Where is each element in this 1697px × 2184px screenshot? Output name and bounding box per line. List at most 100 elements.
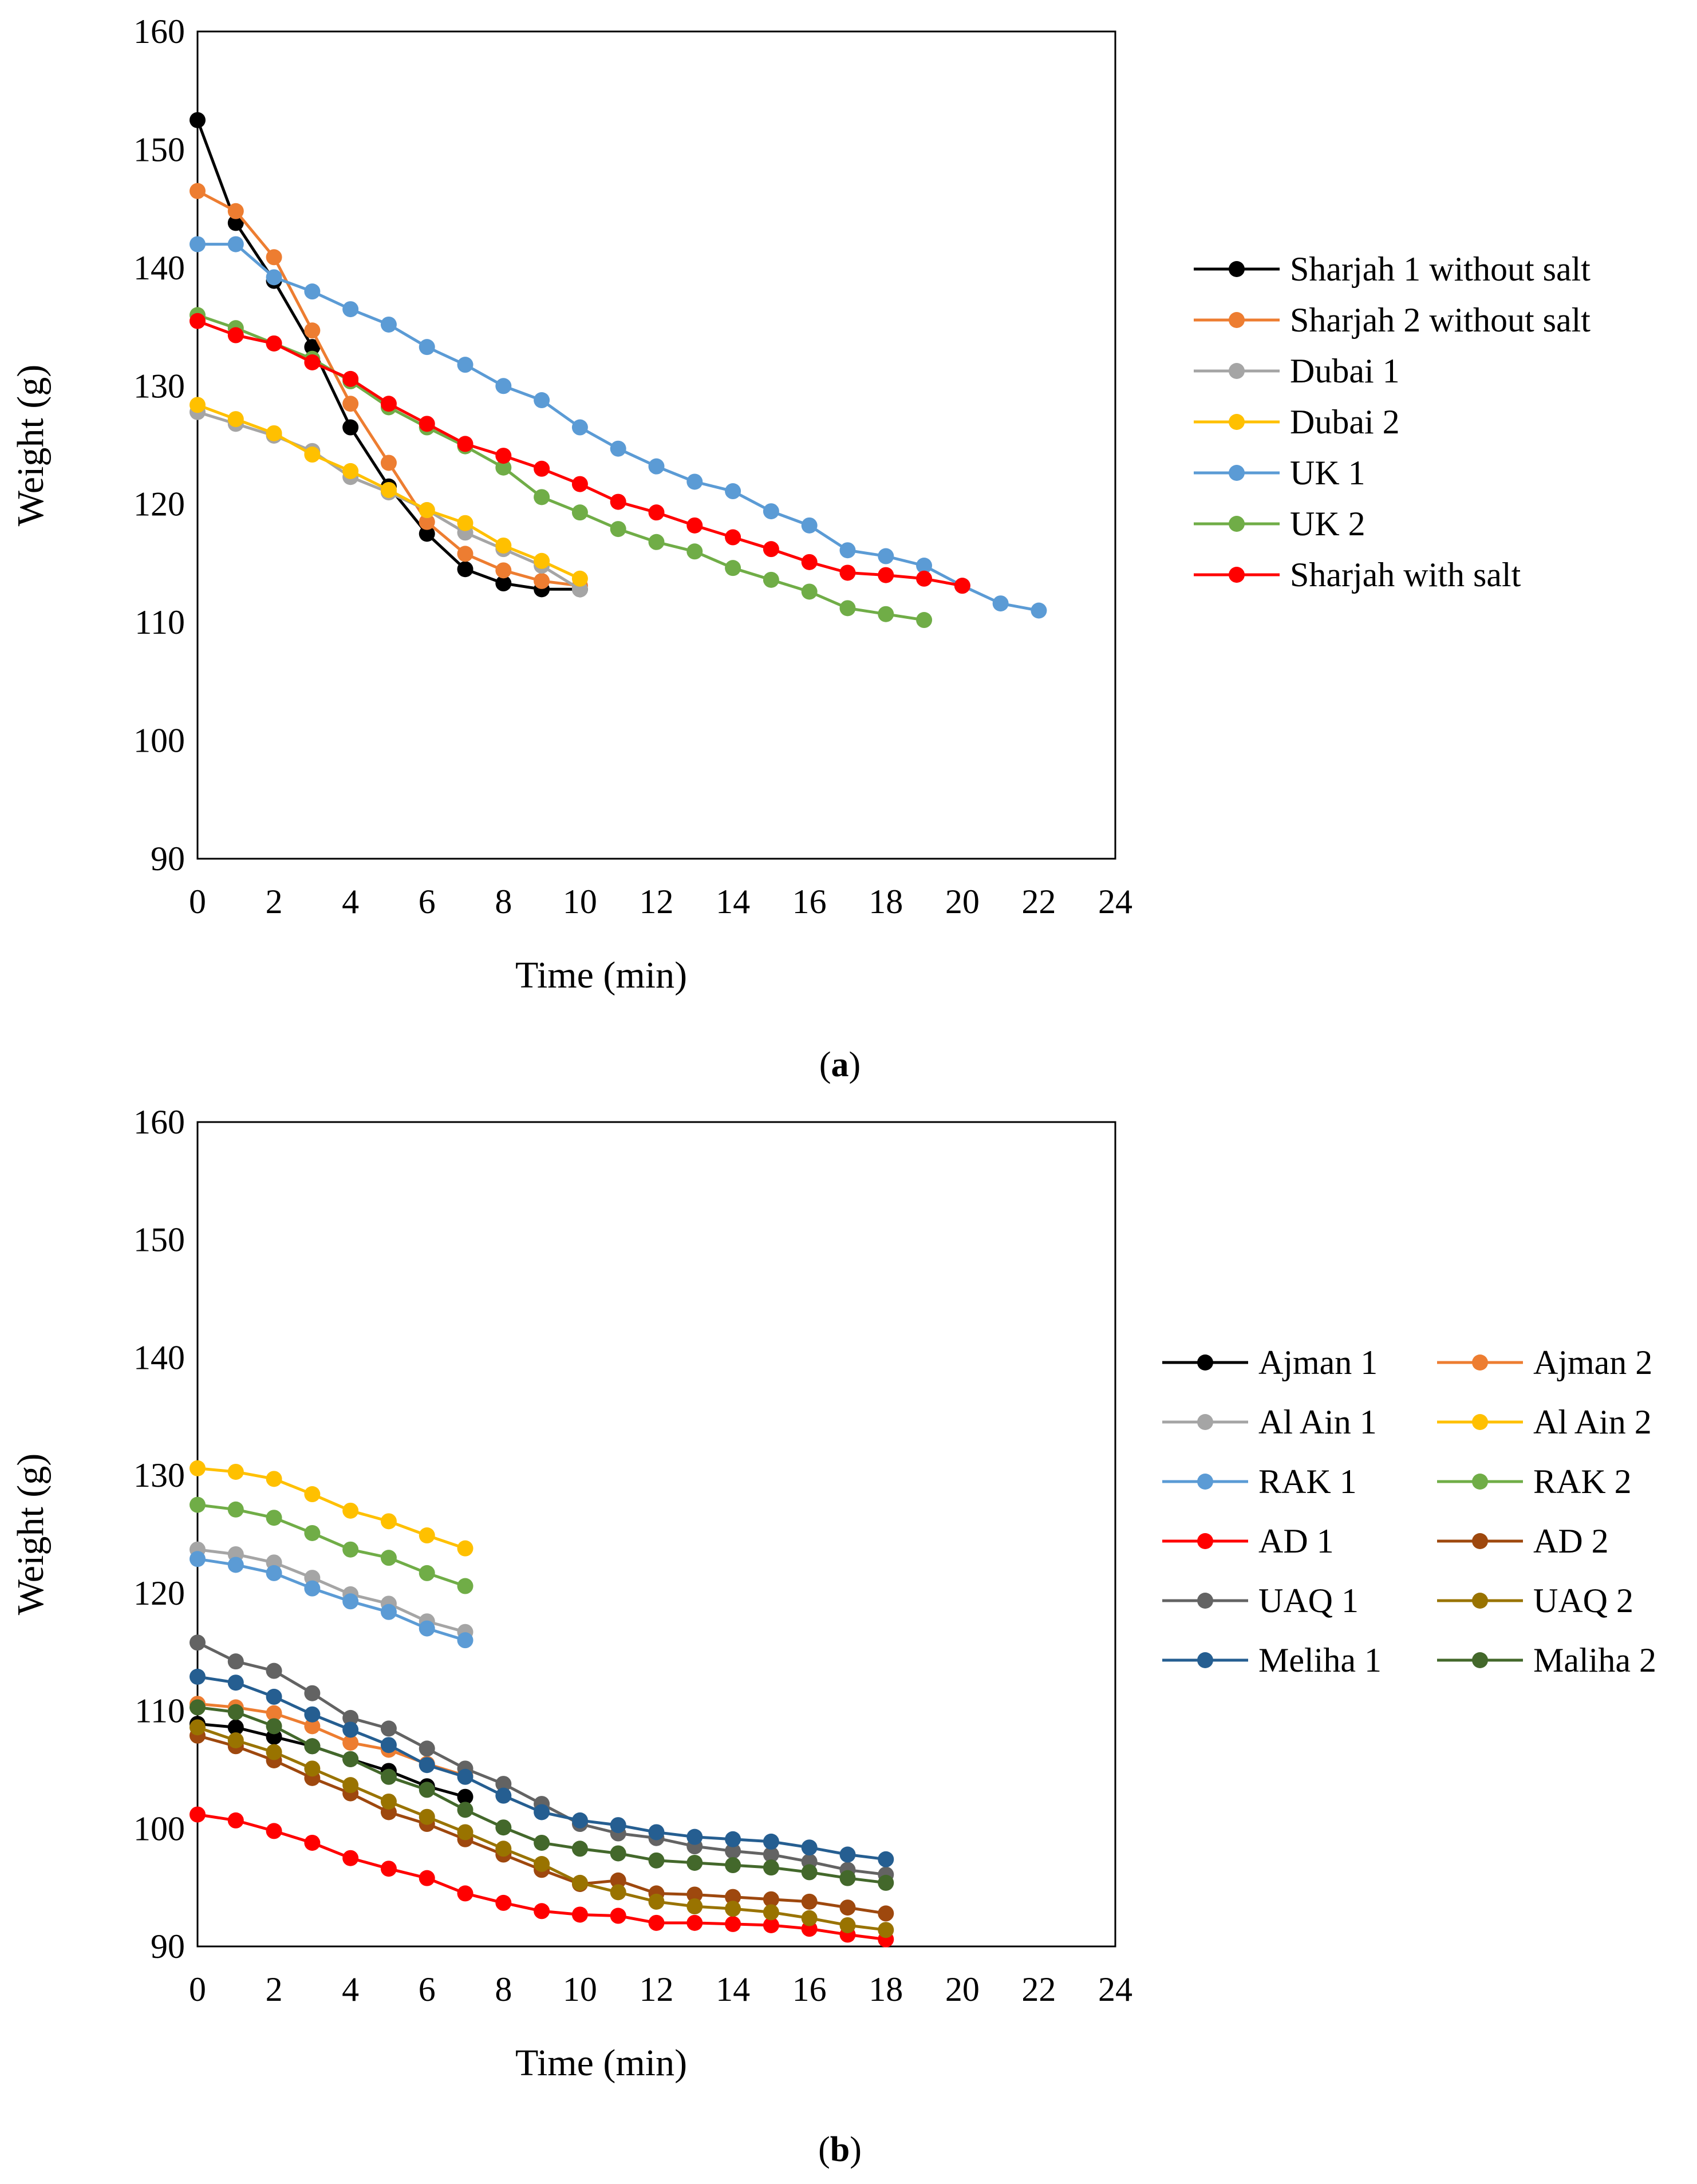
data-point-uk-1 bbox=[571, 419, 588, 436]
x-tick-label-a: 12 bbox=[640, 883, 674, 921]
legend-marker-sharjah-2-without-salt bbox=[1229, 312, 1245, 328]
data-point-dubai-2 bbox=[266, 425, 282, 441]
legend-label-uk-1: UK 1 bbox=[1290, 454, 1366, 492]
data-point-uk-2 bbox=[878, 606, 894, 622]
x-tick-label-a: 0 bbox=[189, 883, 206, 921]
data-point-dubai-2 bbox=[380, 481, 397, 498]
legend-marker-al-ain-1 bbox=[1197, 1414, 1213, 1430]
data-point-maliha-2 bbox=[686, 1854, 703, 1871]
y-tick-label-a: 160 bbox=[133, 13, 185, 50]
data-point-sharjah-2-without-salt bbox=[534, 572, 550, 589]
x-tick-label-a: 14 bbox=[716, 883, 750, 921]
data-point-ad-1 bbox=[457, 1885, 473, 1902]
data-point-rak-1 bbox=[457, 1632, 473, 1649]
data-point-uk-2 bbox=[648, 534, 665, 550]
data-point-sharjah-1-without-salt bbox=[457, 561, 473, 578]
data-point-al-ain-2 bbox=[304, 1486, 321, 1503]
data-point-ad-1 bbox=[227, 1812, 244, 1828]
data-point-sharjah-2-without-salt bbox=[342, 396, 359, 412]
data-point-ad-1 bbox=[648, 1914, 665, 1931]
data-point-sharjah-2-without-salt bbox=[457, 546, 473, 562]
y-tick-label-b: 120 bbox=[133, 1574, 185, 1612]
data-point-meliha-1 bbox=[763, 1833, 779, 1850]
legend-label-ajman-1: Ajman 1 bbox=[1258, 1344, 1378, 1381]
data-point-uaq-1 bbox=[380, 1720, 397, 1737]
data-point-uaq-2 bbox=[190, 1719, 206, 1736]
data-point-rak-1 bbox=[380, 1604, 397, 1620]
data-point-maliha-2 bbox=[801, 1864, 818, 1881]
data-point-sharjah-with-salt bbox=[648, 504, 665, 521]
x-tick-label-a: 2 bbox=[266, 883, 283, 921]
data-point-rak-2 bbox=[190, 1496, 206, 1513]
data-point-sharjah-with-salt bbox=[419, 416, 435, 432]
data-point-sharjah-1-without-salt bbox=[190, 112, 206, 128]
data-point-maliha-2 bbox=[266, 1718, 282, 1735]
data-point-sharjah-2-without-salt bbox=[419, 514, 435, 530]
data-point-meliha-1 bbox=[571, 1812, 588, 1828]
y-tick-label-b: 110 bbox=[135, 1692, 185, 1730]
y-axis-ticks-a: 90 100 110 120 130 140 150 160 bbox=[133, 13, 185, 878]
data-point-uaq-2 bbox=[534, 1856, 550, 1872]
data-point-uaq-2 bbox=[610, 1884, 626, 1901]
legend-label-maliha-2: Maliha 2 bbox=[1533, 1641, 1656, 1679]
legend-label-rak-2: RAK 2 bbox=[1533, 1463, 1632, 1500]
data-point-uaq-2 bbox=[380, 1793, 397, 1810]
x-tick-label-a: 18 bbox=[869, 883, 903, 921]
data-point-dubai-2 bbox=[457, 515, 473, 531]
data-point-sharjah-with-salt bbox=[534, 460, 550, 477]
data-point-uaq-1 bbox=[495, 1776, 512, 1792]
data-point-sharjah-2-without-salt bbox=[495, 562, 512, 579]
y-axis-title-b: Weight (g) bbox=[10, 1454, 52, 1615]
data-point-dubai-2 bbox=[571, 570, 588, 587]
data-point-uk-2 bbox=[725, 560, 741, 576]
data-point-sharjah-with-salt bbox=[457, 436, 473, 452]
data-point-meliha-1 bbox=[686, 1828, 703, 1845]
data-point-meliha-1 bbox=[610, 1817, 626, 1834]
data-point-uaq-2 bbox=[801, 1910, 818, 1926]
data-point-ad-1 bbox=[571, 1906, 588, 1923]
data-point-sharjah-with-salt bbox=[801, 554, 818, 570]
data-point-rak-2 bbox=[304, 1525, 321, 1541]
data-point-meliha-1 bbox=[457, 1768, 473, 1785]
data-point-ad-1 bbox=[190, 1806, 206, 1823]
data-point-ad-1 bbox=[534, 1903, 550, 1920]
data-point-ad-1 bbox=[380, 1861, 397, 1877]
y-tick-label-a: 120 bbox=[133, 485, 185, 523]
data-point-sharjah-1-without-salt bbox=[342, 419, 359, 436]
x-tick-label-b: 12 bbox=[640, 1970, 674, 2008]
y-axis-title-a: Weight (g) bbox=[10, 365, 52, 526]
data-point-sharjah-with-salt bbox=[725, 529, 741, 546]
data-point-uk-2 bbox=[839, 600, 856, 617]
series-group-a bbox=[190, 112, 1047, 629]
legend-marker-uk-1 bbox=[1229, 465, 1245, 481]
data-point-uk-1 bbox=[419, 339, 435, 356]
data-point-sharjah-with-salt bbox=[342, 370, 359, 387]
x-axis-ticks-b: 0 2 4 6 8 10 12 14 16 18 20 22 24 bbox=[189, 1970, 1132, 2008]
data-point-sharjah-2-without-salt bbox=[227, 203, 244, 219]
x-tick-label-b: 10 bbox=[563, 1970, 597, 2008]
y-axis-ticks-b: 90 100 110 120 130 140 150 160 bbox=[133, 1103, 185, 1965]
data-point-sharjah-with-salt bbox=[495, 448, 512, 464]
data-point-uk-2 bbox=[801, 583, 818, 600]
panel-caption-b: (b) bbox=[818, 2130, 862, 2169]
x-tick-label-b: 0 bbox=[189, 1970, 206, 2008]
data-point-ad-2 bbox=[610, 1872, 626, 1889]
legend-marker-dubai-1 bbox=[1229, 363, 1245, 379]
data-point-dubai-2 bbox=[534, 552, 550, 569]
data-point-uaq-2 bbox=[266, 1744, 282, 1760]
legend-marker-rak-2 bbox=[1472, 1474, 1488, 1490]
data-point-rak-1 bbox=[190, 1551, 206, 1567]
data-point-maliha-2 bbox=[725, 1857, 741, 1874]
data-point-rak-2 bbox=[380, 1550, 397, 1566]
x-tick-label-a: 24 bbox=[1098, 883, 1132, 921]
data-point-meliha-1 bbox=[266, 1688, 282, 1705]
data-point-uaq-2 bbox=[878, 1922, 894, 1938]
x-tick-label-a: 22 bbox=[1021, 883, 1056, 921]
data-point-uaq-2 bbox=[495, 1841, 512, 1857]
data-point-rak-1 bbox=[304, 1580, 321, 1597]
data-point-rak-1 bbox=[266, 1565, 282, 1581]
data-point-maliha-2 bbox=[190, 1699, 206, 1716]
data-point-ad-2 bbox=[839, 1899, 856, 1916]
data-point-maliha-2 bbox=[380, 1768, 397, 1785]
